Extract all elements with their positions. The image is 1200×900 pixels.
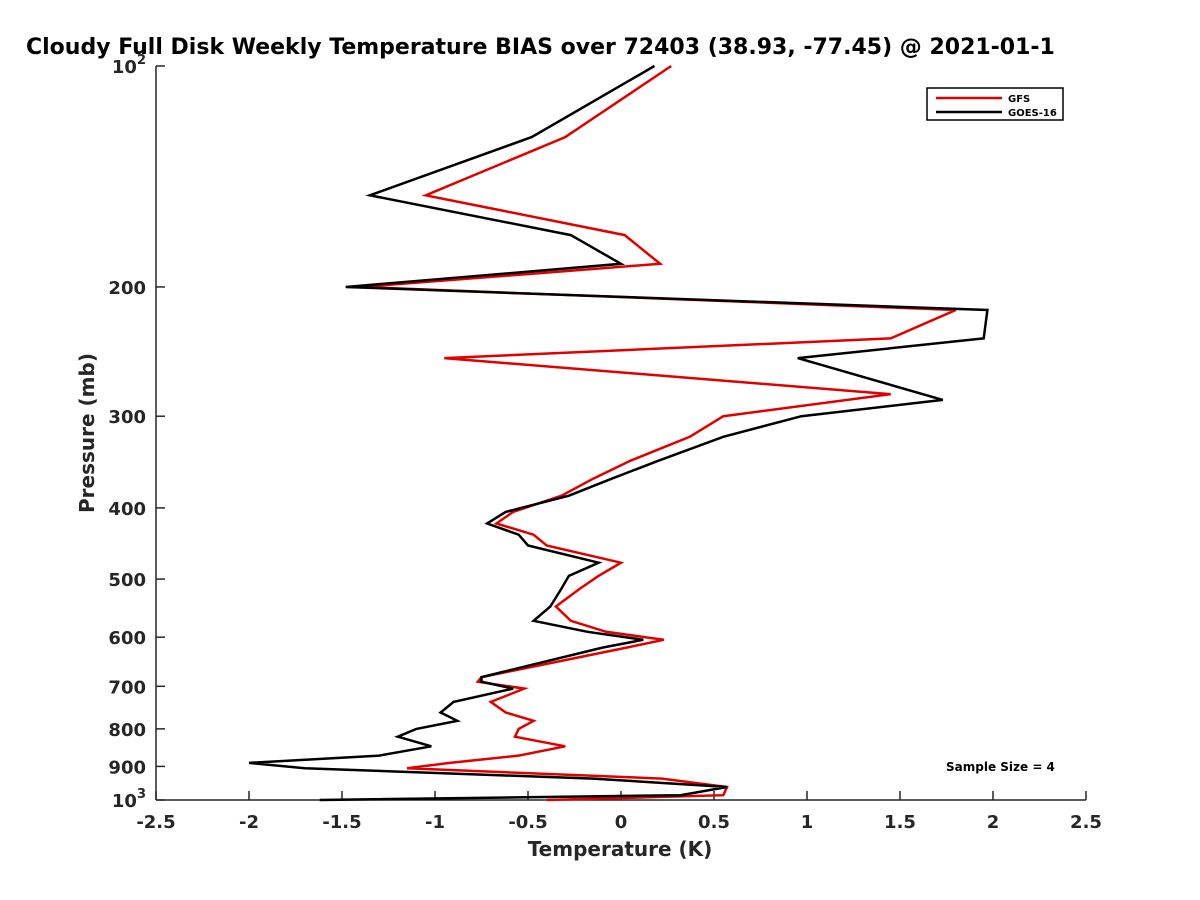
x-tick-label: -2 — [239, 812, 259, 833]
x-tick-label: 0.5 — [698, 812, 730, 833]
y-tick-label: 600 — [108, 628, 146, 649]
x-tick-label: -1 — [425, 812, 445, 833]
y-tick-label: 103 — [112, 787, 146, 812]
x-tick-label: 1.5 — [884, 812, 916, 833]
x-tick-label: -1.5 — [322, 812, 361, 833]
y-tick-base: 10 — [112, 791, 137, 812]
x-tick-label: 2 — [987, 812, 1000, 833]
y-tick-label: 102 — [112, 53, 146, 78]
series-line-gfs — [360, 64, 957, 802]
y-tick-label: 400 — [108, 499, 146, 520]
x-tick-label: 2.5 — [1070, 812, 1102, 833]
y-tick-base: 10 — [112, 57, 137, 78]
y-tick-label: 300 — [108, 407, 146, 428]
x-tick-label: 0 — [615, 812, 628, 833]
x-axis-label: Temperature (K) — [528, 837, 713, 861]
legend-label: GOES-16 — [1008, 108, 1057, 119]
y-tick-label: 700 — [108, 677, 146, 698]
legend-box — [926, 87, 1064, 121]
legend: GFS GOES-16 — [926, 87, 1064, 121]
y-tick-exponent: 3 — [137, 787, 146, 802]
x-tick-label: -2.5 — [136, 812, 175, 833]
sample-size-annotation: Sample Size = 4 — [946, 760, 1055, 774]
series-lines — [248, 64, 989, 802]
x-tick-label: -0.5 — [508, 812, 547, 833]
y-axis-label: Pressure (mb) — [75, 353, 99, 513]
y-tick-label: 900 — [108, 757, 146, 778]
y-tick-exponent: 2 — [137, 53, 146, 68]
y-tick-label: 800 — [108, 720, 146, 741]
y-tick-label: 500 — [108, 570, 146, 591]
y-tick-label: 200 — [108, 278, 146, 299]
axes — [155, 66, 1086, 801]
legend-label: GFS — [1008, 94, 1030, 105]
x-tick-label: 1 — [801, 812, 814, 833]
series-line-goes-16 — [248, 64, 989, 802]
chart-title: Cloudy Full Disk Weekly Temperature BIAS… — [26, 35, 1055, 60]
x-ticks: -2.5 -2 -1.5 -1 -0.5 0 0.5 1 1.5 2 2.5 — [136, 791, 1102, 833]
